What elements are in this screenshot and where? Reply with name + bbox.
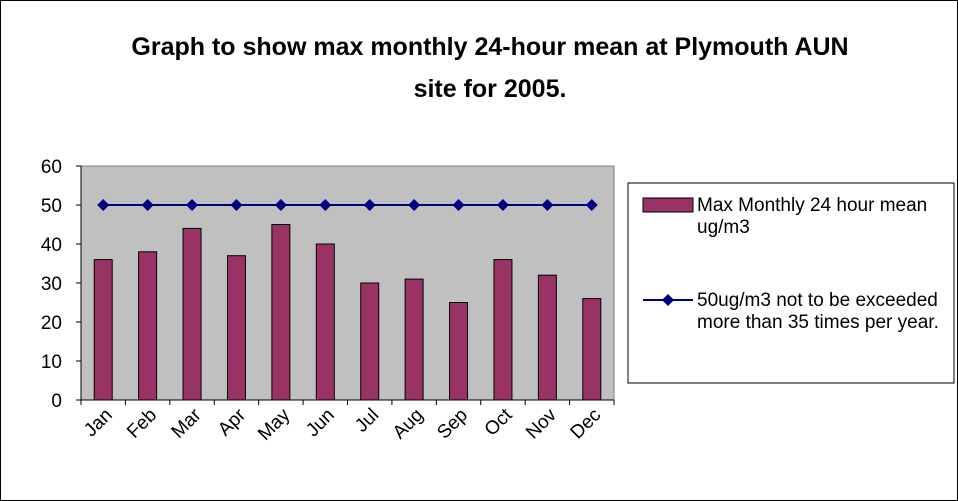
marker — [452, 199, 465, 211]
y-tick-label: 10 — [41, 352, 62, 373]
marker — [97, 199, 110, 211]
y-tick-label: 20 — [41, 313, 62, 334]
marker — [186, 199, 199, 211]
y-tick-label: 60 — [41, 157, 62, 178]
marker — [541, 199, 554, 211]
bar — [138, 251, 158, 401]
marker — [319, 199, 332, 211]
title-box: Graph to show max monthly 24-hour mean a… — [131, 33, 849, 103]
legend-label: Max Monthly 24 hour mean ug/m3 — [697, 195, 928, 238]
marker — [585, 199, 598, 211]
bar — [493, 259, 513, 401]
legend-swatch — [642, 197, 694, 213]
marker — [363, 199, 376, 211]
marker — [496, 199, 509, 211]
legend-box — [627, 182, 955, 384]
y-tick-label: 0 — [51, 391, 62, 412]
marker — [408, 199, 421, 211]
bar — [182, 227, 202, 401]
marker — [274, 199, 287, 211]
marker — [230, 199, 243, 211]
marker — [141, 199, 154, 211]
bar — [537, 274, 557, 401]
bar — [226, 255, 246, 401]
bar — [582, 298, 602, 401]
y-tick-label: 40 — [41, 235, 62, 256]
bar — [404, 278, 424, 401]
bar — [271, 224, 291, 401]
legend-marker — [662, 294, 674, 306]
bar — [93, 259, 113, 401]
y-tick-label: 50 — [41, 196, 62, 217]
y-tick-label: 30 — [41, 274, 62, 295]
bar — [449, 302, 469, 401]
bar — [360, 282, 380, 401]
legend-label: 50ug/m3 not to be exceeded more than 35 … — [697, 290, 939, 333]
plot-area — [80, 165, 615, 401]
chart-title: Graph to show max monthly 24-hour mean a… — [131, 33, 849, 103]
bar — [315, 243, 335, 401]
